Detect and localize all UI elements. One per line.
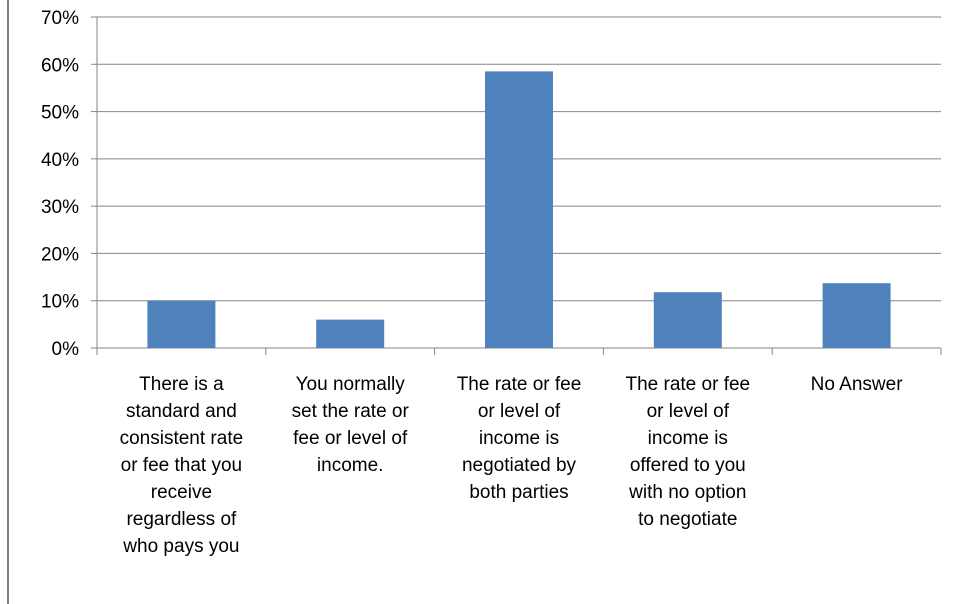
y-tick-label: 20% [41,244,79,265]
x-category-label-line: regardless of [126,509,237,530]
bar [147,300,216,348]
x-category-label-line: both parties [469,482,568,503]
x-category-label-line: or level of [647,401,730,422]
y-tick-label: 40% [41,150,79,171]
x-category-label-line: with no option [628,482,746,503]
x-category-label-line: receive [151,482,212,503]
x-category-label-line: set the rate or [292,401,410,422]
bar [822,283,891,348]
frame-border [7,0,9,604]
x-category-label-line: standard and [126,401,237,422]
x-category-label-line: offered to you [630,455,746,476]
x-category-label-line: income. [317,455,384,476]
y-tick-label: 60% [41,55,79,76]
x-category-label-line: who pays you [122,536,239,557]
x-category-label-line: consistent rate [120,428,244,449]
y-tick-label: 10% [41,292,79,313]
x-category-label-line: No Answer [811,374,904,395]
y-tick-label: 70% [41,8,79,29]
bar [316,319,385,348]
x-category-label-line: income is [648,428,728,449]
x-category-label-line: There is a [139,374,224,395]
x-category-label-line: You normally [296,374,406,395]
x-category-label-line: to negotiate [638,509,737,530]
y-tick-label: 30% [41,197,79,218]
x-category-label-line: or fee that you [121,455,242,476]
y-tick-label: 50% [41,103,79,124]
x-category-label-line: The rate or fee [457,374,582,395]
y-tick-label: 0% [52,339,80,360]
bar [485,71,553,348]
x-category-label-line: The rate or fee [625,374,750,395]
bar [653,292,722,348]
x-category-label-line: fee or level of [293,428,408,449]
x-category-label-line: or level of [478,401,561,422]
x-category-label-line: negotiated by [462,455,577,476]
x-category-label-line: income is [479,428,559,449]
